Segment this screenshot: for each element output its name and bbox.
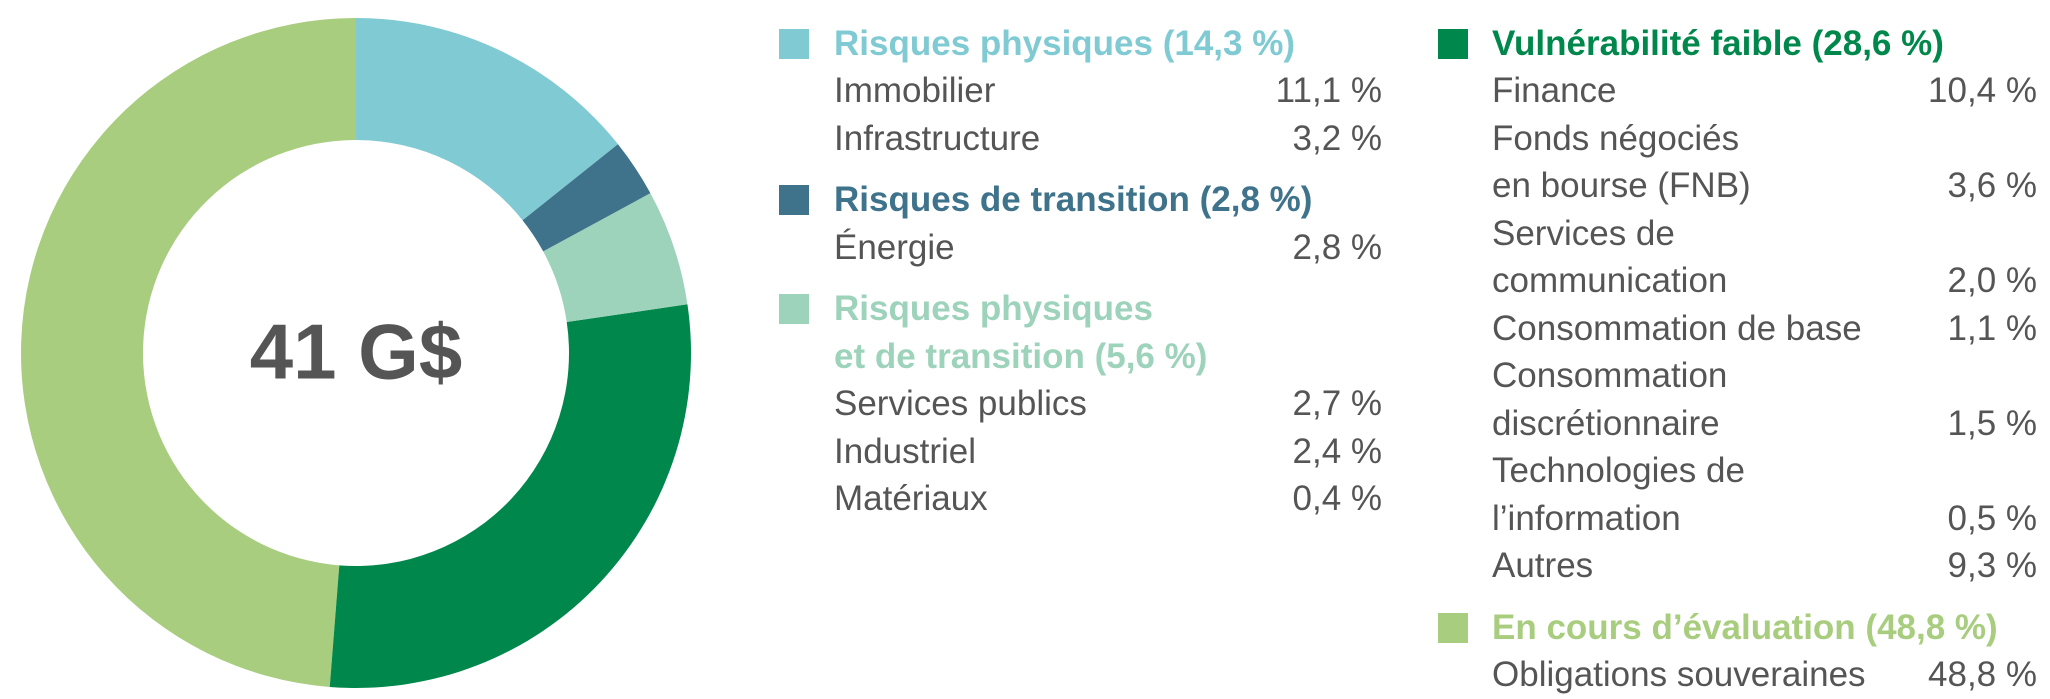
legend-item-value: 2,4 % bbox=[1292, 431, 1383, 471]
legend-item-value: 2,7 % bbox=[1292, 384, 1383, 423]
legend-item-label: Consommation de base bbox=[1492, 308, 1862, 348]
legend-item-label: Technologies de l’information bbox=[1492, 451, 1745, 538]
legend-item-label: Services de communication bbox=[1492, 213, 1728, 301]
legend-swatch bbox=[779, 185, 809, 215]
center-label: 41 G$ bbox=[250, 308, 462, 396]
legend-item-value: 48,8 % bbox=[1928, 655, 2037, 694]
legend-item-value: 0,5 % bbox=[1947, 498, 2038, 538]
legend-item-label: Infrastructure bbox=[834, 118, 1041, 158]
legend-title: En cours d’évaluation (48,8 %) bbox=[1492, 607, 1998, 647]
donut-segment bbox=[522, 144, 651, 252]
legend-item-label: Matériaux bbox=[834, 479, 988, 518]
legend-item-label: Services publics bbox=[834, 384, 1087, 423]
donut-segment bbox=[329, 304, 691, 688]
donut-chart: 41 G$ bbox=[20, 18, 691, 688]
legend-swatch bbox=[1438, 612, 1468, 643]
legend-swatch bbox=[779, 294, 809, 324]
legend-item-label: Consommation discrétionnaire bbox=[1492, 356, 1728, 443]
legend-title: Risques de transition (2,8 %) bbox=[834, 180, 1313, 219]
legend-item-value: 11,1 % bbox=[1275, 71, 1382, 110]
legend-item-value: 2,0 % bbox=[1947, 261, 2038, 300]
legend-item-label: Fonds négociés en bourse (FNB) bbox=[1492, 118, 1751, 206]
legend-item-label: Industriel bbox=[834, 431, 977, 471]
legend-item-label: Autres bbox=[1492, 546, 1594, 585]
legend-item-value: 1,5 % bbox=[1947, 403, 2038, 443]
legend-item-label: Immobilier bbox=[834, 71, 996, 110]
legend-title: Vulnérabilité faible (28,6 %) bbox=[1492, 23, 1944, 63]
legend-item-value: 3,6 % bbox=[1947, 166, 2038, 205]
legend-swatch bbox=[1438, 28, 1468, 59]
donut-segment bbox=[543, 193, 688, 323]
legend-item-label: Finance bbox=[1492, 71, 1617, 110]
legend-item-value: 1,1 % bbox=[1947, 308, 2038, 348]
legend-swatch bbox=[779, 28, 809, 59]
legend-title: Risques physiques (14,3 %) bbox=[834, 23, 1295, 63]
legend-item-value: 9,3 % bbox=[1947, 546, 2038, 585]
legend-title: Risques physiques et de transition (5,6 … bbox=[834, 289, 1208, 376]
legend-item-value: 3,2 % bbox=[1292, 118, 1383, 158]
donut-segment bbox=[20, 18, 357, 687]
legend-item-value: 10,4 % bbox=[1928, 71, 2037, 110]
legend-item-label: Énergie bbox=[834, 227, 955, 267]
legend-item-value: 2,8 % bbox=[1292, 227, 1383, 267]
legend-item-label: Obligations souveraines bbox=[1492, 655, 1866, 694]
legend-item-value: 0,4 % bbox=[1292, 479, 1383, 518]
donut-segment bbox=[356, 18, 618, 221]
